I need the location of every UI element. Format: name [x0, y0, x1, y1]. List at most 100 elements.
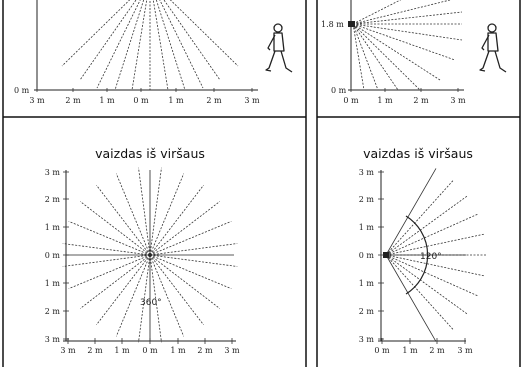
- tl-ray: [159, 0, 204, 89]
- sensor-icon: [348, 21, 355, 27]
- br-ray: [385, 233, 484, 256]
- tr-ray: [352, 23, 399, 91]
- bottom-left-top-view: vaizdas iš viršaus 3 m 2 m 1 m 0 m 1 m 2 m 3 m…: [45, 146, 240, 355]
- br-y-tick-label: 3 m: [359, 168, 375, 177]
- tr-x-tick-label: 3 m: [450, 96, 466, 105]
- tl-x-tick-label: 1 m: [168, 96, 184, 105]
- tl-x-tick-label: 0 m: [133, 96, 149, 105]
- tr-ray: [352, 23, 463, 41]
- sensor-icon: [383, 252, 389, 258]
- top-right-side-view: 1.8 m 0 m 0 m 1 m 2 m 3 m: [321, 0, 507, 105]
- tr-ray: [352, 23, 365, 91]
- tl-x-tick-label: 3 m: [29, 96, 45, 105]
- tr-y-tick-1: 1.8 m: [321, 20, 344, 29]
- bl-ray: [68, 254, 151, 290]
- br-ray: [385, 254, 437, 342]
- tr-ray: [352, 11, 463, 25]
- tr-x-tick-label: 1 m: [377, 96, 393, 105]
- bl-ray: [149, 167, 162, 256]
- tl-ray: [61, 0, 131, 67]
- bl-angle-label: 360°: [140, 298, 162, 308]
- br-x-tick-label: 0 m: [374, 346, 390, 355]
- bl-ray: [149, 184, 204, 256]
- bl-ray: [138, 167, 151, 256]
- bl-ray: [138, 254, 151, 343]
- bl-ray: [79, 254, 151, 309]
- bl-y-tick-label: 2 m: [45, 307, 61, 316]
- br-x-tick-label: 1 m: [402, 346, 418, 355]
- top-left-side-view: 0 m 3 m 2 m 1 m 0 m 1 m 2 m 3 m: [14, 0, 293, 105]
- bl-y-tick-label: 1 m: [45, 279, 61, 288]
- tr-ray: [352, 0, 402, 25]
- bl-ray: [149, 254, 238, 267]
- bl-ray: [62, 254, 151, 267]
- bl-ray: [115, 254, 151, 337]
- bottom-right-top-view: vaizdas iš viršaus 3 m2 m1 m0 m1 m2 m3 m…: [359, 146, 486, 355]
- bl-ray: [149, 254, 232, 290]
- bl-y-tick-label: 2 m: [45, 195, 61, 204]
- tr-ray: [352, 23, 441, 81]
- br-angle-label: 120°: [420, 252, 442, 262]
- br-angle-arc: [405, 215, 429, 295]
- bl-ray: [96, 184, 151, 256]
- tr-ray: [352, 23, 379, 91]
- tr-x-ticks: 0 m 1 m 2 m 3 m: [343, 88, 466, 105]
- bl-ray: [149, 243, 238, 256]
- tr-ray: [352, 23, 456, 61]
- br-y-tick-label: 1 m: [359, 279, 375, 288]
- tl-ray: [163, 0, 221, 81]
- br-y-tick-label: 1 m: [359, 223, 375, 232]
- br-ray: [385, 213, 478, 256]
- tl-x-tick-label: 2 m: [65, 96, 81, 105]
- br-y-tick-label: 0 m: [359, 251, 375, 260]
- walking-person-icon: [265, 23, 293, 73]
- br-ray: [385, 180, 454, 256]
- bl-y-ticks: 3 m 2 m 1 m 0 m 1 m 2 m 3 m: [45, 168, 69, 344]
- tl-ray: [155, 0, 186, 91]
- tr-ray: [352, 0, 451, 25]
- br-ray: [385, 195, 468, 256]
- tl-ray: [131, 0, 148, 91]
- br-y-tick-label: 3 m: [359, 335, 375, 344]
- bl-ray: [62, 243, 151, 256]
- bl-x-tick-label: 2 m: [87, 346, 103, 355]
- tr-rays: [352, 0, 463, 91]
- br-ray: [385, 168, 437, 256]
- bl-ray: [68, 220, 151, 256]
- bl-ray: [96, 254, 151, 326]
- tl-ray: [169, 0, 239, 67]
- tl-x-tick-label: 2 m: [206, 96, 222, 105]
- br-y-tick-label: 2 m: [359, 195, 375, 204]
- bl-ray: [149, 254, 162, 343]
- tr-x-tick-label: 2 m: [413, 96, 429, 105]
- bl-ray: [149, 254, 221, 309]
- bl-ray: [149, 201, 221, 256]
- bl-rays: [62, 167, 238, 343]
- bl-y-tick-label: 3 m: [45, 335, 61, 344]
- tl-rays: [61, 0, 239, 91]
- bl-x-tick-label: 0 m: [142, 346, 158, 355]
- bl-y-tick-label: 0 m: [45, 251, 61, 260]
- tl-ray: [152, 0, 169, 91]
- tr-ray: [352, 23, 421, 91]
- br-x-ticks: 0 m 1 m 2 m 3 m: [374, 338, 473, 355]
- bl-ray: [149, 173, 185, 256]
- tl-x-ticks: 3 m 2 m 1 m 0 m 1 m 2 m 3 m: [29, 88, 260, 105]
- br-title: vaizdas iš viršaus: [363, 146, 473, 161]
- bl-x-tick-label: 3 m: [224, 346, 240, 355]
- bl-ray: [115, 173, 151, 256]
- bl-ray: [79, 201, 151, 256]
- tl-x-tick-label: 3 m: [244, 96, 260, 105]
- tl-x-tick-label: 1 m: [99, 96, 115, 105]
- bl-title: vaizdas iš viršaus: [95, 146, 205, 161]
- bl-ray: [149, 254, 204, 326]
- br-x-tick-label: 3 m: [457, 346, 473, 355]
- walking-person-icon: [479, 23, 507, 73]
- br-y-tick-label: 2 m: [359, 307, 375, 316]
- bl-x-tick-label: 3 m: [60, 346, 76, 355]
- tl-ray: [96, 0, 141, 89]
- tl-y-tick: 0 m: [14, 86, 30, 95]
- bl-x-tick-label: 1 m: [114, 346, 130, 355]
- br-y-ticks: 3 m 2 m 1 m 0 m 1 m 2 m 3 m: [359, 168, 384, 344]
